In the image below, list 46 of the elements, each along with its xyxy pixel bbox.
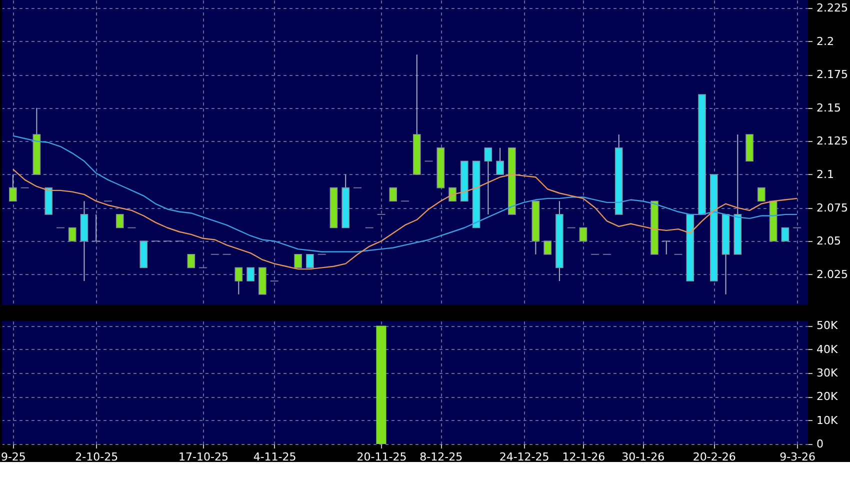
y-tick-label: 2.05 bbox=[816, 234, 841, 248]
candlestick bbox=[781, 227, 790, 242]
y-tick-label: 50K bbox=[816, 319, 838, 332]
x-tick-label: 17-10-25 bbox=[178, 450, 228, 464]
y-tick-label: 2.075 bbox=[816, 201, 848, 214]
y-tick-label: 20K bbox=[816, 390, 838, 404]
candlestick bbox=[92, 214, 100, 242]
y-tick-label: 40K bbox=[816, 342, 838, 356]
y-tick-label: 2.15 bbox=[816, 101, 841, 114]
candlestick bbox=[306, 254, 314, 268]
x-tick-label: 24-12-25 bbox=[499, 450, 550, 464]
x-tick-label: 12-1-26 bbox=[562, 450, 606, 464]
candlestick bbox=[234, 267, 243, 295]
x-tick-label: 4-11-25 bbox=[253, 450, 296, 464]
candlestick bbox=[9, 174, 17, 202]
line-series bbox=[12, 135, 798, 252]
x-tick-label: 2-10-25 bbox=[75, 450, 118, 464]
y-tick-label: 2.175 bbox=[816, 68, 848, 82]
y-tick-label: 2.125 bbox=[816, 134, 848, 148]
candlestick bbox=[68, 227, 76, 242]
candlestick bbox=[544, 240, 552, 255]
x-tick-label: 30-1-26 bbox=[622, 450, 665, 464]
candlestick bbox=[484, 147, 492, 215]
y-tick-label: 10K bbox=[816, 414, 838, 427]
candlestick bbox=[448, 187, 456, 202]
candlestick bbox=[389, 187, 398, 202]
candlestick bbox=[758, 187, 766, 202]
y-tick-label: 2.225 bbox=[816, 1, 848, 14]
candlestick bbox=[496, 147, 504, 175]
candlestick bbox=[246, 267, 254, 282]
candlestick bbox=[187, 254, 196, 268]
line-series bbox=[12, 168, 798, 270]
y-tick-label: 2.2 bbox=[816, 34, 834, 48]
y-tick-label: 2.025 bbox=[816, 268, 848, 281]
candlestick bbox=[579, 227, 588, 242]
candlestick bbox=[294, 254, 302, 268]
x-tick-label: 8-12-25 bbox=[420, 450, 463, 464]
y-tick-label: 30K bbox=[816, 366, 838, 380]
x-tick-label: 9-25 bbox=[0, 450, 26, 464]
x-tick-label: 9-3-26 bbox=[780, 450, 816, 464]
y-tick-label: 2.1 bbox=[816, 168, 834, 181]
candlestick bbox=[662, 240, 670, 255]
x-tick-label: 20-11-25 bbox=[356, 450, 407, 464]
y-tick-label: 0 bbox=[816, 438, 824, 450]
x-tick-label: 20-2-26 bbox=[692, 450, 736, 464]
candlestick bbox=[116, 214, 124, 228]
